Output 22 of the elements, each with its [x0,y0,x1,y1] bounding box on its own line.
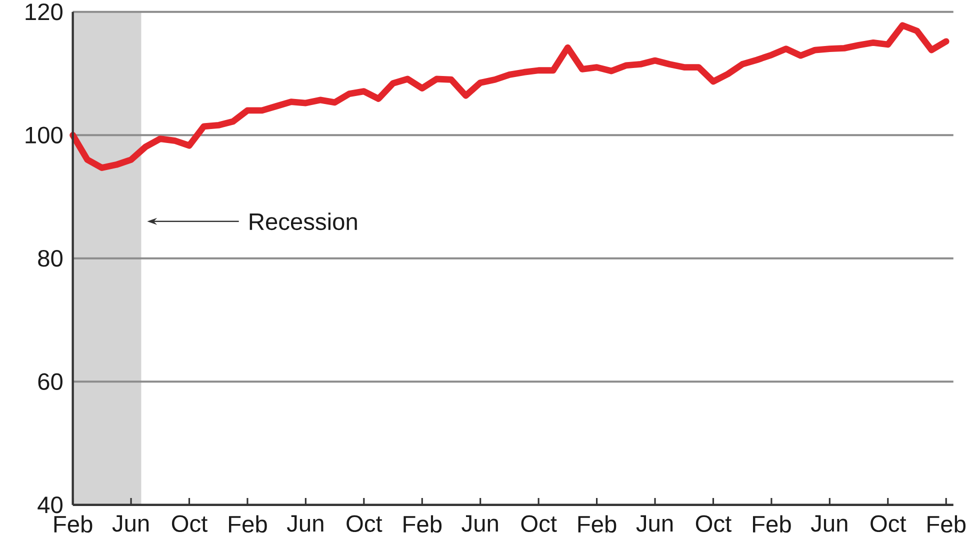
x-tick-label: Oct [870,515,906,532]
x-tick-label: Feb [928,515,966,532]
x-tick-label: Feb [753,515,791,532]
x-tick-label: Feb [578,515,616,532]
x-tick-label: Feb [229,515,267,532]
x-tick-label: Jun [462,515,498,532]
x-tick-label: Jun [810,515,848,532]
annotation: Recession [250,212,357,230]
y-tick-label: 60 [38,373,62,390]
y-tick-label: 120 [26,3,62,20]
x-tick-label: Oct [346,515,382,532]
x-tick-label: Oct [696,515,732,532]
x-tick-label: Jun [112,515,149,532]
x-tick-label: Feb [404,515,442,532]
y-tick-label: 40 [38,496,62,514]
x-tick-label: Jun [636,515,673,532]
y-tick-label: 100 [26,126,62,144]
x-tick-label: Oct [172,515,208,532]
y-tick-label: 80 [38,250,62,267]
x-tick-label: Jun [286,515,324,532]
x-tick-label: Feb [54,515,92,532]
x-tick-label: Oct [521,515,557,532]
